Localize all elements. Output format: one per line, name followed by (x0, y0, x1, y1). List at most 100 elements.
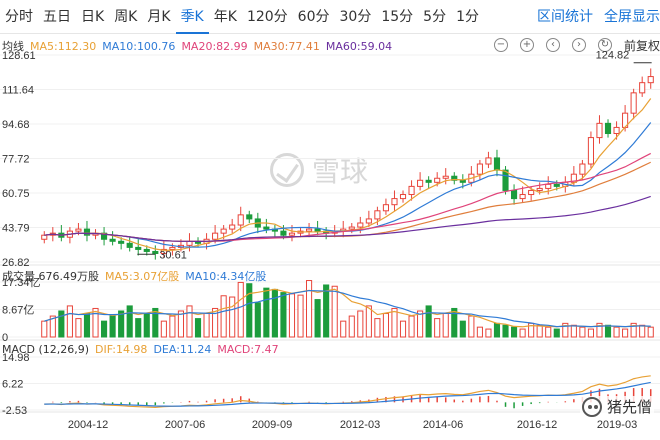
volume-bar (596, 322, 603, 338)
tab-12[interactable]: 1分 (456, 8, 479, 25)
dif-line (44, 375, 651, 409)
tab-6[interactable]: 年K (213, 8, 237, 25)
legend-item-4: MA60:59.04 (325, 39, 393, 53)
volume-bar (41, 320, 48, 338)
dea-line (44, 381, 651, 407)
candle-body (451, 175, 458, 181)
volume-bar (177, 310, 184, 338)
tab-4[interactable]: 月K (147, 8, 171, 25)
candle-body (545, 183, 552, 189)
candle-body (476, 163, 483, 175)
tab-8[interactable]: 60分 (297, 8, 330, 25)
candle-body (135, 246, 142, 250)
date-tick-label: 2007-06 (165, 419, 205, 431)
tab-10[interactable]: 15分 (381, 8, 414, 25)
volume-bar (434, 318, 441, 338)
watermark: 雪球 (270, 150, 400, 190)
candle-body (570, 173, 577, 183)
tab-0[interactable]: 分时 (5, 8, 33, 25)
candle-body (280, 230, 287, 236)
candle-body (382, 204, 389, 212)
date-tick-label: 2009-09 (252, 419, 292, 431)
reset-icon[interactable]: ↻ (597, 38, 612, 52)
legend-item-0: MACD (12,26,9) (2, 343, 90, 356)
adjust-mode-label[interactable]: 前复权 (623, 38, 660, 53)
date-tick-label: 2004-12 (68, 419, 108, 431)
tab-2[interactable]: 日K (81, 8, 105, 25)
period-tab-bar: 分时 五日 日K 周K 月K 季K 年K 120分 60分 30分 15分 5分 1分 (0, 0, 660, 34)
volume-bar (288, 293, 296, 338)
volume-bar (49, 315, 56, 338)
tab-11[interactable]: 5分 (423, 8, 447, 25)
candle-body (263, 226, 270, 230)
volume-bar (75, 318, 82, 338)
volume-bar (348, 315, 355, 338)
volume-bar (468, 315, 475, 338)
volume-bar (109, 315, 116, 338)
volume-bar (639, 324, 646, 338)
tab-3[interactable]: 周K (114, 8, 138, 25)
wechat-icon (581, 396, 602, 417)
price-tick-label: 77.72 (2, 153, 30, 165)
author-credit: 猪先僧 (579, 396, 654, 417)
volume-bar (297, 294, 304, 338)
candle-body (374, 210, 381, 220)
date-tick-label: 2012-03 (340, 419, 380, 431)
candle-body (459, 179, 466, 183)
tab-5[interactable]: 季K (175, 0, 209, 34)
volume-bar (203, 313, 210, 338)
tab-7[interactable]: 120分 (246, 8, 288, 25)
volume-bar (246, 283, 253, 338)
candle-body (647, 76, 654, 84)
candle-body (630, 92, 637, 114)
range-stats-button[interactable]: 区间统计 (537, 9, 593, 25)
legend-item-3: MACD:7.47 (217, 343, 279, 356)
candle-body (587, 137, 594, 165)
high-annotation: 124.82 (596, 50, 630, 62)
volume-bar (587, 328, 594, 338)
volume-bar (280, 292, 287, 338)
volume-bar (92, 307, 99, 338)
candle-body (442, 175, 449, 179)
volume-bar (493, 322, 501, 338)
candle-body (511, 189, 518, 200)
tab-1[interactable]: 五日 (43, 8, 71, 25)
tab-9[interactable]: 30分 (339, 8, 372, 25)
fullscreen-button[interactable]: 全屏显示 (604, 9, 660, 25)
candle-body (75, 228, 82, 232)
legend-item-0: MA5:112.30 (30, 39, 97, 53)
chart-toolbar: − + ‹ › ↻ 前复权 (493, 36, 660, 54)
volume-bar (647, 326, 654, 338)
price-tick-label: 111.64 (2, 85, 34, 97)
volume-bar (536, 324, 543, 338)
candle-body (237, 214, 244, 226)
legend-item-3: MA30:77.41 (253, 39, 320, 53)
volume-bar (365, 305, 372, 338)
volume-bar (579, 326, 586, 338)
zoom-out-icon[interactable]: − (493, 38, 508, 52)
ma-line-60 (44, 195, 651, 243)
candle-body (118, 240, 125, 244)
price-ma-legend: 均线 MA5:112.30 MA10:100.76 MA20:82.99 MA30:77… (2, 38, 398, 54)
volume-bar (442, 313, 449, 338)
date-tick-label: 2014-06 (423, 419, 463, 431)
volume-bar (169, 315, 176, 338)
pan-left-icon[interactable]: ‹ (545, 38, 560, 52)
candle-body (143, 248, 150, 252)
pan-right-icon[interactable]: › (571, 38, 586, 52)
volume-bar (374, 318, 381, 338)
zoom-in-icon[interactable]: + (519, 38, 534, 52)
legend-item-0: 成交量 676.49万股 (2, 270, 99, 283)
volume-bar (160, 320, 167, 338)
price-tick-label: 43.79 (2, 222, 30, 234)
candle-body (434, 177, 441, 183)
candle-body (502, 169, 509, 191)
candle-body (613, 126, 620, 135)
candle-body (485, 157, 492, 165)
legend-item-2: MA20:82.99 (181, 39, 248, 53)
candle-body (408, 185, 415, 196)
volume-bar (459, 320, 466, 338)
candle-body (357, 222, 364, 228)
volume-bar (254, 302, 261, 338)
